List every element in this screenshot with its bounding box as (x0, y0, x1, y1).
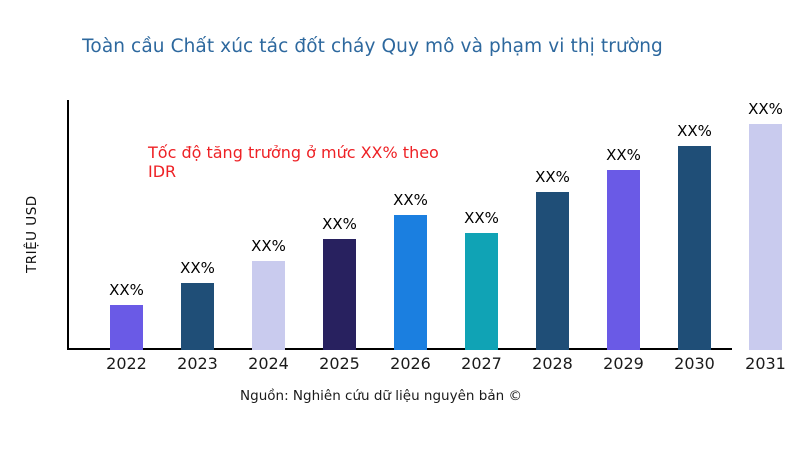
bar-2028 (536, 192, 569, 350)
bar-column-2025: XX% (304, 215, 375, 350)
bar-value-label: XX% (677, 122, 712, 140)
bar-value-label: XX% (748, 100, 783, 118)
bar-column-2029: XX% (588, 146, 659, 350)
x-tick-label-2026: 2026 (390, 354, 431, 373)
x-tick-label-2028: 2028 (532, 354, 573, 373)
bar-column-2031: XX% (730, 100, 800, 350)
x-axis-labels: 2022 2023 2024 2025 2026 2027 2028 2029 2030 2031 (91, 354, 800, 373)
bar-column-2027: XX% (446, 209, 517, 350)
bar-column-2022: XX% (91, 281, 162, 350)
bar-2030 (678, 146, 711, 350)
bar-value-label: XX% (180, 259, 215, 277)
bar-value-label: XX% (535, 168, 570, 186)
bar-value-label: XX% (606, 146, 641, 164)
x-tick-label-2027: 2027 (461, 354, 502, 373)
x-tick-label-2023: 2023 (177, 354, 218, 373)
bar-2022 (110, 305, 143, 350)
bar-2023 (181, 283, 214, 350)
bar-column-2028: XX% (517, 168, 588, 350)
bar-column-2024: XX% (233, 237, 304, 350)
bar-2025 (323, 239, 356, 350)
bar-2029 (607, 170, 640, 350)
x-tick-label-2031: 2031 (745, 354, 786, 373)
bar-column-2030: XX% (659, 122, 730, 350)
bars-row: XX% XX% XX% XX% XX% XX% XX% XX% XX% XX% (91, 100, 800, 350)
x-tick-label-2029: 2029 (603, 354, 644, 373)
bar-value-label: XX% (393, 191, 428, 209)
bar-value-label: XX% (322, 215, 357, 233)
x-tick-label-2030: 2030 (674, 354, 715, 373)
y-axis-title: TRIỆU USD (24, 195, 40, 273)
chart-title: Toàn cầu Chất xúc tác đốt cháy Quy mô và… (82, 36, 663, 57)
x-tick-label-2022: 2022 (106, 354, 147, 373)
x-tick-label-2025: 2025 (319, 354, 360, 373)
bar-2027 (465, 233, 498, 350)
y-axis-line (67, 100, 69, 350)
source-note: Nguồn: Nghiên cứu dữ liệu nguyên bản © (240, 388, 522, 404)
bar-column-2023: XX% (162, 259, 233, 350)
bar-column-2026: XX% (375, 191, 446, 350)
growth-rate-annotation: Tốc độ tăng trưởng ở mức XX% theo IDR (148, 143, 439, 181)
bar-2031 (749, 124, 782, 350)
x-tick-label-2024: 2024 (248, 354, 289, 373)
bar-value-label: XX% (109, 281, 144, 299)
bar-2026 (394, 215, 427, 350)
bar-value-label: XX% (464, 209, 499, 227)
bar-2024 (252, 261, 285, 350)
bar-value-label: XX% (251, 237, 286, 255)
